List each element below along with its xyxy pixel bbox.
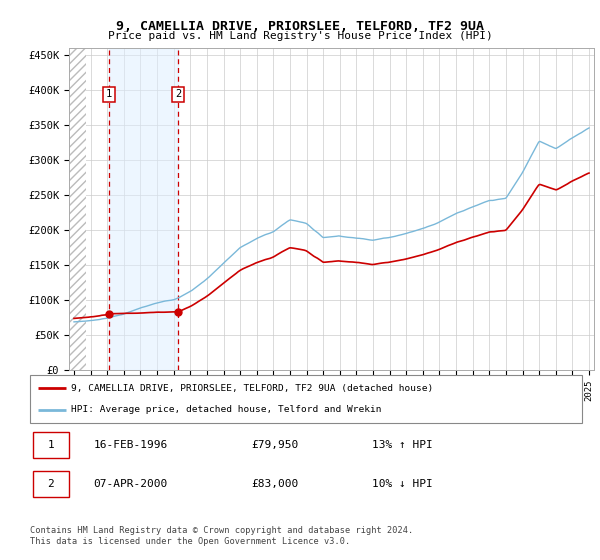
Text: 16-FEB-1996: 16-FEB-1996: [94, 440, 168, 450]
Text: 2: 2: [47, 479, 54, 489]
Text: 10% ↓ HPI: 10% ↓ HPI: [372, 479, 433, 489]
Text: £79,950: £79,950: [251, 440, 298, 450]
Bar: [109, 48, 178, 370]
Text: 1: 1: [47, 440, 54, 450]
Text: £83,000: £83,000: [251, 479, 298, 489]
FancyBboxPatch shape: [30, 375, 582, 423]
Text: HPI: Average price, detached house, Telford and Wrekin: HPI: Average price, detached house, Telf…: [71, 405, 382, 414]
Text: 07-APR-2000: 07-APR-2000: [94, 479, 168, 489]
FancyBboxPatch shape: [33, 432, 68, 459]
Text: 13% ↑ HPI: 13% ↑ HPI: [372, 440, 433, 450]
Text: 9, CAMELLIA DRIVE, PRIORSLEE, TELFORD, TF2 9UA (detached house): 9, CAMELLIA DRIVE, PRIORSLEE, TELFORD, T…: [71, 384, 434, 393]
Text: Price paid vs. HM Land Registry's House Price Index (HPI): Price paid vs. HM Land Registry's House …: [107, 31, 493, 41]
FancyBboxPatch shape: [33, 470, 68, 497]
Text: 9, CAMELLIA DRIVE, PRIORSLEE, TELFORD, TF2 9UA: 9, CAMELLIA DRIVE, PRIORSLEE, TELFORD, T…: [116, 20, 484, 32]
Text: 2: 2: [175, 89, 181, 99]
Text: Contains HM Land Registry data © Crown copyright and database right 2024.
This d: Contains HM Land Registry data © Crown c…: [30, 526, 413, 546]
Text: 1: 1: [106, 89, 112, 99]
